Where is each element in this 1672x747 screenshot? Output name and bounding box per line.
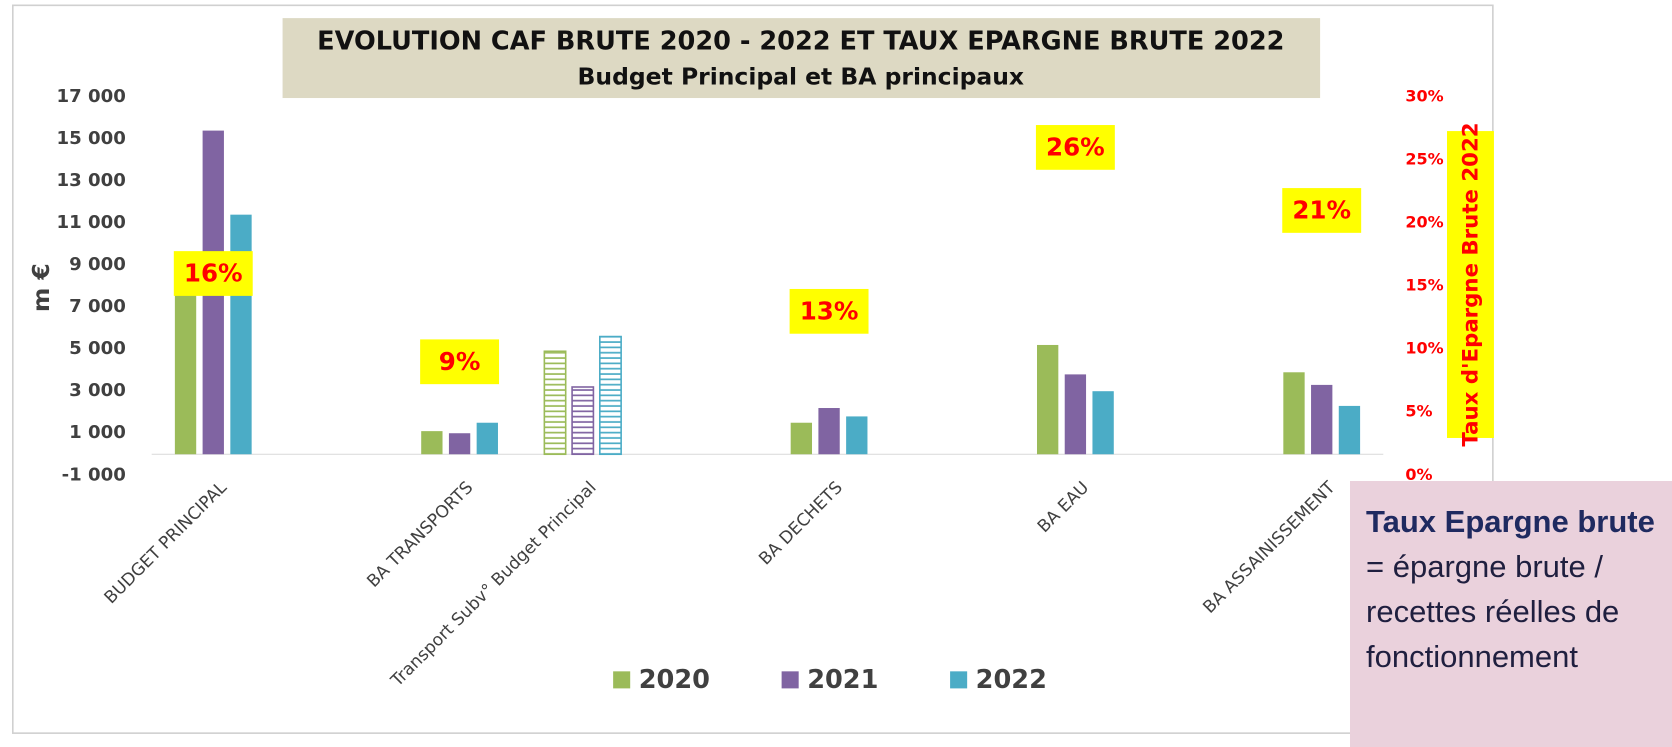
legend-swatch xyxy=(950,671,968,689)
rate-label: 13% xyxy=(800,296,859,325)
y-tick-label: 5 000 xyxy=(69,338,126,359)
y2-tick-label: 10% xyxy=(1405,339,1443,358)
bar xyxy=(1064,374,1087,455)
legend-label: 2022 xyxy=(976,665,1047,695)
rate-label: 21% xyxy=(1292,196,1351,225)
rate-label: 26% xyxy=(1046,132,1105,161)
bar xyxy=(543,350,567,456)
y-tick-label: 7 000 xyxy=(69,296,126,317)
note-bold: Taux Epargne xyxy=(1366,504,1569,539)
legend-swatch xyxy=(781,671,799,689)
y-tick-label: 17 000 xyxy=(56,86,125,107)
y2-tick-label: 5% xyxy=(1405,402,1432,421)
legend-label: 2021 xyxy=(807,665,878,695)
chart-title: EVOLUTION CAF BRUTE 2020 - 2022 ET TAUX … xyxy=(317,27,1284,57)
rate-label-bg xyxy=(173,251,253,296)
y2-label-bg xyxy=(1447,131,1494,438)
note-text: = épargne brute / recettes réelles de fo… xyxy=(1366,549,1620,674)
legend-label: 2020 xyxy=(639,665,710,695)
bar xyxy=(448,433,471,455)
rate-label-bg xyxy=(789,288,869,334)
bar xyxy=(599,335,622,456)
bar xyxy=(846,416,868,455)
y2-tick-label: 15% xyxy=(1405,276,1443,295)
y-tick-label: 3 000 xyxy=(69,380,126,401)
rate-label-bg xyxy=(420,339,500,385)
rate-label-bg xyxy=(1035,125,1115,170)
rate-label: 16% xyxy=(184,259,243,288)
y2-tick-label: 25% xyxy=(1405,150,1443,169)
y-tick-label: 13 000 xyxy=(56,170,125,191)
bar xyxy=(1283,372,1305,455)
bar xyxy=(421,431,443,455)
chart-subtitle: Budget Principal et BA principaux xyxy=(578,62,1024,90)
bar xyxy=(1338,405,1361,455)
y-tick-label: 15 000 xyxy=(56,128,125,149)
y2-axis-label: Taux d'Epargne Brute 2022 xyxy=(1459,122,1484,446)
bar xyxy=(230,214,252,455)
y2-tick-label: 30% xyxy=(1405,86,1443,105)
bar xyxy=(476,422,498,455)
y-axis-label: m € xyxy=(27,263,55,312)
rate-label-bg xyxy=(1282,188,1362,233)
chart-border xyxy=(11,4,1494,734)
note-box: Taux Epargne brute = épargne brute / rec… xyxy=(1350,481,1672,747)
y-tick-label: 9 000 xyxy=(69,254,126,275)
y2-tick-label: 20% xyxy=(1405,213,1443,232)
bar xyxy=(818,408,840,455)
rate-label: 9% xyxy=(439,347,481,376)
bar xyxy=(571,386,595,456)
bar xyxy=(1311,384,1333,455)
title-box xyxy=(282,18,1321,99)
bar xyxy=(1092,391,1114,455)
note-bold: brute xyxy=(1577,504,1655,539)
bar xyxy=(790,422,813,455)
y-tick-label: -1 000 xyxy=(62,464,126,485)
y-tick-label: 1 000 xyxy=(69,422,126,443)
y2-tick-label: 0% xyxy=(1405,465,1432,484)
bar xyxy=(174,271,197,455)
y-tick-label: 11 000 xyxy=(56,212,125,233)
legend-swatch xyxy=(613,671,631,689)
bar xyxy=(1037,344,1059,455)
